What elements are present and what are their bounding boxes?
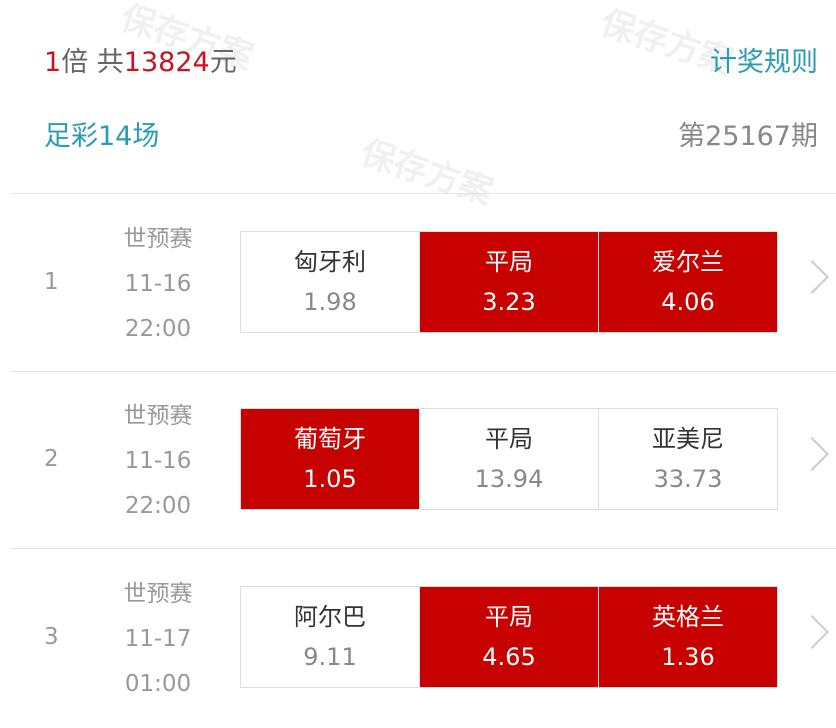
bet-option[interactable]: 阿尔巴 9.11 [241, 587, 420, 687]
chevron-right-icon[interactable] [795, 437, 829, 471]
match-date: 11-16 [124, 448, 192, 474]
multiple-label: 倍 共 [61, 47, 124, 78]
option-odds: 3.23 [482, 288, 536, 316]
match-meta: 世预赛 11-16 22:00 [110, 217, 206, 352]
league: 世预赛 [123, 581, 193, 607]
bet-option[interactable]: 平局 4.65 [420, 587, 599, 687]
option-label: 平局 [485, 248, 533, 276]
match-number: 1 [44, 269, 59, 295]
bet-option[interactable]: 爱尔兰 4.06 [599, 232, 777, 332]
bet-option[interactable]: 英格兰 1.36 [599, 587, 777, 687]
bet-summary: 1倍 共13824元 [44, 40, 237, 79]
option-odds: 1.36 [661, 643, 715, 671]
issue-number: 第25167期 [678, 121, 818, 152]
match-date: 11-17 [124, 626, 192, 652]
option-odds: 1.05 [303, 465, 357, 493]
multiple-value: 1 [44, 47, 62, 78]
option-label: 平局 [485, 425, 533, 453]
options-group: 匈牙利 1.98 平局 3.23 爱尔兰 4.06 [240, 231, 778, 333]
match-time: 01:00 [124, 671, 192, 697]
chevron-right-icon[interactable] [795, 615, 829, 649]
option-label: 爱尔兰 [652, 248, 724, 276]
match-time: 22:00 [124, 316, 192, 342]
options-group: 葡萄牙 1.05 平局 13.94 亚美尼 33.73 [240, 408, 778, 510]
match-row[interactable]: 1 世预赛 11-16 22:00 匈牙利 1.98 平局 3.23 爱尔兰 4.06 [0, 195, 836, 373]
league: 世预赛 [123, 226, 193, 252]
bet-option[interactable]: 葡萄牙 1.05 [241, 409, 420, 509]
match-row[interactable]: 3 世预赛 11-17 01:00 阿尔巴 9.11 平局 4.65 英格兰 1.36 [0, 550, 836, 728]
option-label: 匈牙利 [294, 248, 366, 276]
prize-rules-link[interactable]: 计奖规则 [710, 47, 818, 78]
total-amount: 13824 [123, 47, 210, 78]
league: 世预赛 [123, 403, 193, 429]
bet-option[interactable]: 平局 3.23 [420, 232, 599, 332]
option-label: 葡萄牙 [294, 425, 366, 453]
options-group: 阿尔巴 9.11 平局 4.65 英格兰 1.36 [240, 586, 778, 688]
match-date: 11-16 [124, 271, 192, 297]
option-label: 亚美尼 [652, 425, 724, 453]
match-meta: 世预赛 11-17 01:00 [110, 572, 206, 707]
option-label: 平局 [485, 603, 533, 631]
option-odds: 33.73 [653, 465, 723, 493]
match-number: 2 [44, 446, 59, 472]
option-odds: 13.94 [474, 465, 544, 493]
bet-option[interactable]: 亚美尼 33.73 [599, 409, 777, 509]
currency-label: 元 [209, 47, 237, 78]
option-label: 阿尔巴 [294, 603, 366, 631]
option-odds: 4.65 [482, 643, 536, 671]
option-odds: 9.11 [303, 643, 357, 671]
bet-option[interactable]: 平局 13.94 [420, 409, 599, 509]
match-meta: 世预赛 11-16 22:00 [110, 394, 206, 529]
chevron-right-icon[interactable] [795, 260, 829, 294]
divider [10, 548, 836, 549]
match-row[interactable]: 2 世预赛 11-16 22:00 葡萄牙 1.05 平局 13.94 亚美尼 33.73 [0, 372, 836, 550]
bet-option[interactable]: 匈牙利 1.98 [241, 232, 420, 332]
lottery-type: 足彩14场 [44, 121, 160, 152]
match-time: 22:00 [124, 493, 192, 519]
divider [10, 371, 836, 372]
match-number: 3 [44, 624, 59, 650]
option-odds: 4.06 [661, 288, 715, 316]
option-odds: 1.98 [303, 288, 357, 316]
option-label: 英格兰 [652, 603, 724, 631]
divider [10, 193, 836, 194]
